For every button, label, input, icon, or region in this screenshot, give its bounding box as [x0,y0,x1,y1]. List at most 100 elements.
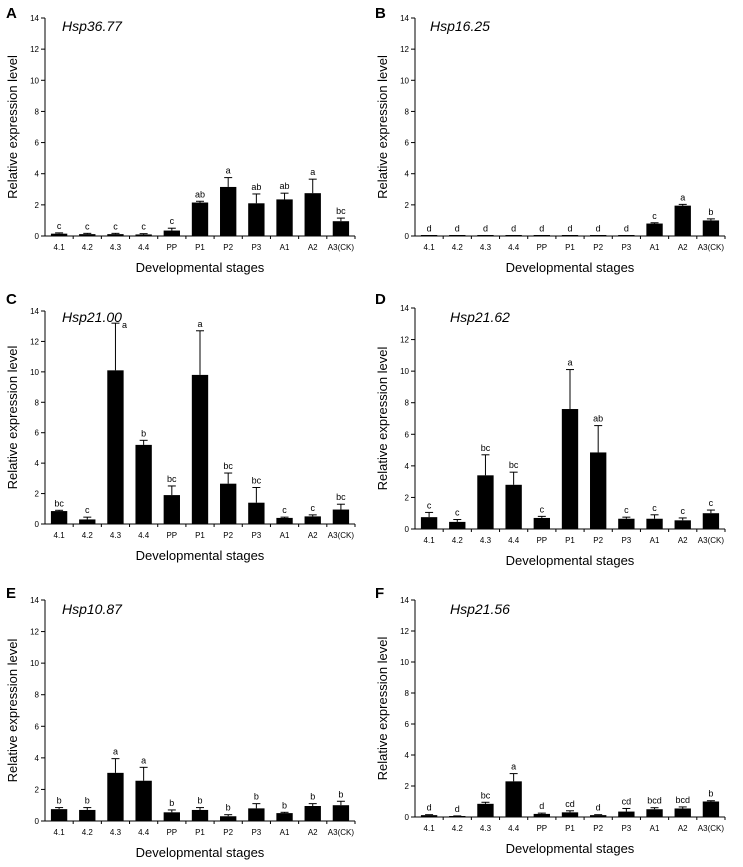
bar [332,509,350,524]
chart-title: Hsp16.25 [430,18,490,34]
significance-label: c [85,221,90,231]
x-tick-label: P3 [621,243,631,252]
y-tick-label: 0 [35,520,40,529]
y-tick-label: 0 [405,813,410,822]
y-tick-label: 14 [400,14,409,23]
significance-label: bc [481,443,491,453]
bar [590,815,607,817]
bar [304,193,321,236]
y-tick-label: 10 [30,368,39,377]
significance-label: d [427,224,432,234]
bar [674,808,691,817]
bar [276,517,293,524]
significance-label: bc [336,206,346,216]
y-tick-label: 12 [400,45,409,54]
y-tick-label: 4 [405,462,410,471]
x-tick-label: 4.2 [82,243,94,252]
y-tick-label: 2 [405,493,410,502]
bar [50,233,68,236]
bar [304,516,321,524]
bar [163,495,180,524]
x-tick-label: 4.1 [54,243,66,252]
x-tick-label: PP [166,828,177,837]
y-tick-label: 6 [405,430,410,439]
x-tick-label: A3(CK) [698,824,725,833]
x-axis-label: Developmental stages [506,553,635,568]
y-tick-label: 12 [30,337,39,346]
significance-label: b [708,207,713,217]
y-tick-label: 12 [400,336,409,345]
significance-label: d [596,803,601,813]
x-tick-label: A3(CK) [698,536,725,545]
x-tick-label: P3 [251,828,261,837]
y-tick-label: 6 [35,139,40,148]
significance-label: a [567,358,572,368]
panel-letter: B [375,5,386,22]
x-tick-label: P1 [195,531,205,540]
significance-label: c [310,503,315,513]
x-tick-label: A3(CK) [328,243,355,252]
y-tick-label: 6 [35,429,40,438]
x-tick-label: 4.1 [424,243,436,252]
x-tick-label: A2 [308,531,318,540]
y-tick-label: 14 [400,304,409,313]
significance-label: b [85,796,90,806]
y-tick-label: 8 [405,399,410,408]
bar [191,202,209,236]
y-tick-label: 2 [405,782,410,791]
y-axis-label: Relative expression level [375,55,390,199]
chart-title: Hsp21.00 [62,309,122,325]
x-tick-label: P2 [593,824,603,833]
significance-label: c [652,503,657,513]
x-tick-label: A1 [650,824,660,833]
y-tick-label: 8 [35,107,40,116]
y-tick-label: 0 [405,232,410,241]
x-tick-label: A1 [650,243,660,252]
significance-label: bc [167,474,177,484]
bar [50,809,68,821]
bar [702,220,720,236]
panel-b: B Hsp16.25 0 2 4 6 8 10 12 14 Relative expression … [375,5,726,275]
y-tick-label: 2 [405,201,410,210]
panel-c: C Hsp21.00 0 2 4 6 8 10 12 14 Relative expression … [5,291,356,563]
bar [505,484,522,529]
significance-label: b [197,796,202,806]
x-tick-label: 4.2 [82,531,94,540]
bar [646,809,663,817]
significance-label: c [113,221,118,231]
bar [420,517,438,529]
x-tick-label: P2 [223,243,233,252]
bar [590,452,607,529]
significance-label: ab [593,414,603,424]
bar [79,234,96,236]
significance-label: b [141,428,146,438]
bar [561,409,579,529]
bar [702,513,720,529]
significance-label: b [310,792,315,802]
significance-label: a [113,747,118,757]
bar [135,780,152,821]
bar [276,813,293,821]
x-tick-label: 4.1 [54,828,66,837]
significance-label: a [680,192,685,202]
x-axis-label: Developmental stages [506,260,635,275]
significance-label: c [85,505,90,515]
x-tick-label: A2 [678,536,688,545]
x-tick-label: 4.3 [480,536,492,545]
x-tick-label: P3 [251,243,261,252]
bar [618,518,635,529]
y-tick-label: 10 [400,658,409,667]
panel-letter: F [375,585,384,602]
y-tick-label: 4 [405,170,410,179]
significance-label: c [680,506,685,516]
x-tick-label: 4.2 [452,536,464,545]
significance-label: a [197,319,202,329]
x-tick-label: PP [536,243,547,252]
significance-label: c [282,505,287,515]
x-tick-label: A1 [650,536,660,545]
bar [646,223,663,236]
x-tick-label: 4.2 [82,828,94,837]
panel-d: D Hsp21.62 0 2 4 6 8 10 12 14 Relative expression … [375,291,726,568]
bar [79,809,96,821]
bar [220,816,237,821]
